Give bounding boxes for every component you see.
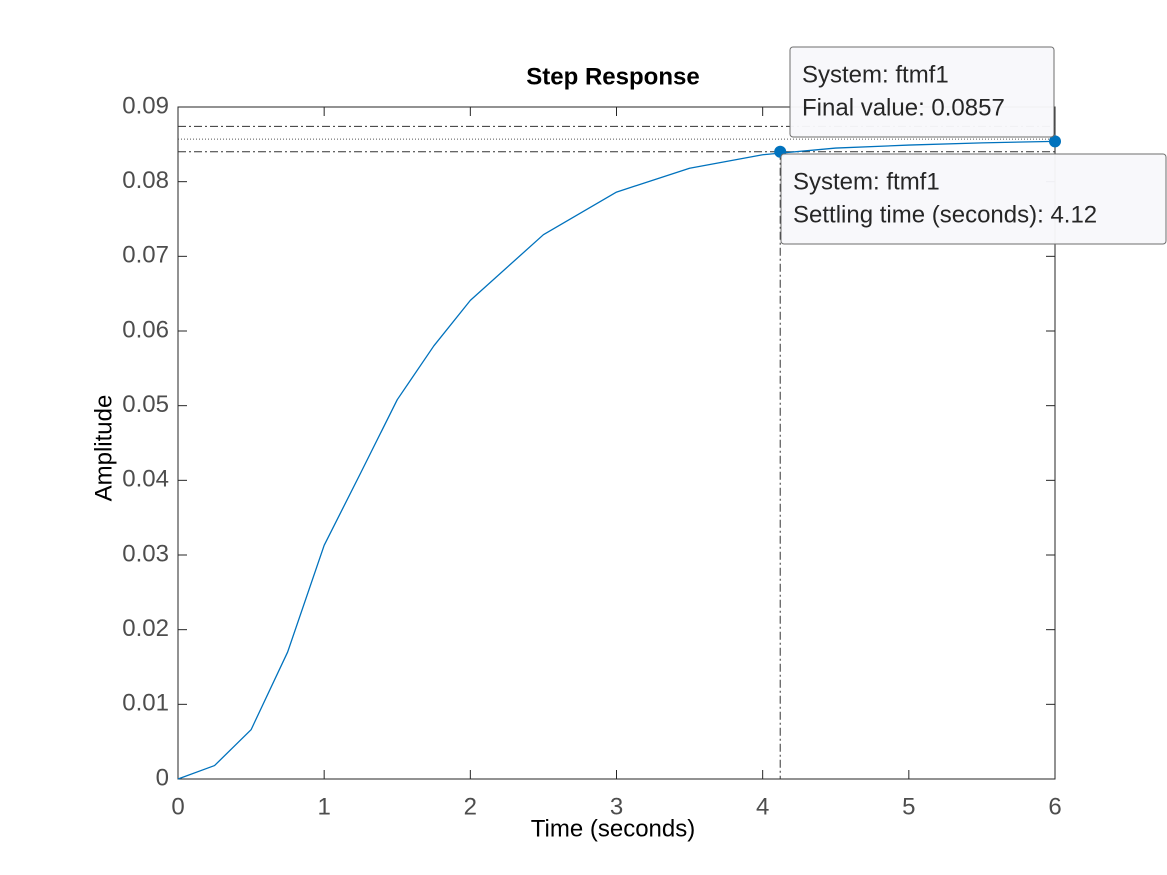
final-value-marker (1049, 135, 1061, 148)
x-tick-label: 6 (1048, 793, 1061, 820)
y-tick-label: 0.07 (122, 242, 169, 269)
y-tick-label: 0.06 (122, 316, 169, 343)
y-tick-label: 0.03 (122, 540, 169, 567)
chart-title: Step Response (526, 63, 699, 90)
x-tick-label: 5 (902, 793, 915, 820)
datatip-box (780, 153, 1167, 245)
x-tick-label: 0 (171, 793, 184, 820)
y-axis-label: Amplitude (90, 395, 117, 502)
datatip-box (789, 46, 1055, 138)
x-tick-label: 4 (756, 793, 769, 820)
y-tick-label: 0 (156, 764, 169, 791)
y-tick-label: 0.05 (122, 391, 169, 418)
y-tick-label: 0.09 (122, 92, 169, 119)
datatip-text: Final value: 0.0857 (802, 94, 1005, 121)
y-tick-label: 0.01 (122, 690, 169, 717)
x-tick-label: 3 (610, 793, 623, 820)
x-tick-label: 2 (464, 793, 477, 820)
y-tick-label: 0.02 (122, 615, 169, 642)
datatip-text: System: ftmf1 (793, 168, 940, 195)
x-tick-label: 1 (317, 793, 330, 820)
datatip-text: System: ftmf1 (802, 61, 949, 88)
y-tick-label: 0.04 (122, 466, 169, 493)
y-tick-label: 0.08 (122, 167, 169, 194)
x-axis-label: Time (seconds) (531, 815, 695, 842)
response-line (177, 140, 1056, 780)
datatip-text: Settling time (seconds): 4.12 (793, 201, 1097, 228)
